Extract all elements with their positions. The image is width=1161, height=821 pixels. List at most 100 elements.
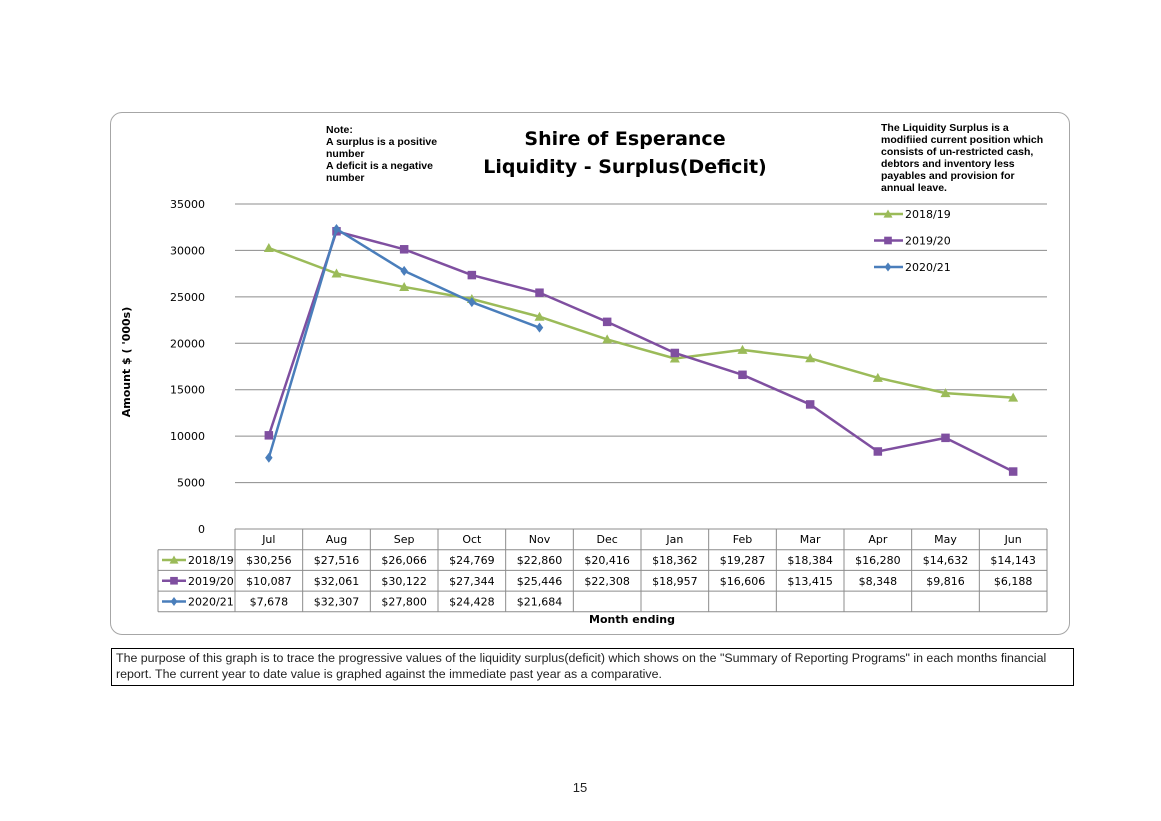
legend-entry: 2020/21 (874, 261, 951, 274)
table-cell-value: $21,684 (517, 595, 563, 608)
table-cell-value: $25,446 (517, 575, 563, 588)
table-cell-value: $27,800 (381, 595, 427, 608)
x-tick-label: Nov (529, 533, 551, 546)
table-cell-value: $24,769 (449, 554, 495, 567)
legend-entry: 2018/19 (874, 208, 951, 221)
surplus-note: Note: A surplus is a positive number A d… (326, 124, 438, 184)
x-tick-label: May (934, 533, 957, 546)
table-cell-value: $10,087 (246, 575, 292, 588)
table-cell-value: $19,287 (720, 554, 766, 567)
data-table: Jul Aug Sep Oct Nov Dec Jan Feb Mar Apr May Jun 2018… (157, 529, 1048, 613)
data-point-square (805, 400, 815, 409)
x-tick-label: Jun (1004, 533, 1022, 546)
data-point-square (535, 288, 544, 297)
data-point-triangle (602, 334, 613, 344)
data-point-triangle (331, 268, 342, 278)
x-tick-label: Oct (462, 533, 482, 546)
series-2020-21 (265, 224, 544, 463)
data-point-triangle (1008, 392, 1019, 402)
data-point-square (670, 348, 680, 358)
data-point-square (1008, 467, 1018, 476)
gridlines (235, 203, 1047, 530)
table-cell-value: $13,415 (787, 575, 833, 588)
data-point-diamond (884, 262, 892, 272)
table-cell-value: $16,606 (720, 575, 766, 588)
x-tick-label: Aug (326, 533, 347, 546)
y-axis-label: Amount $ ( '000s) (120, 307, 133, 418)
table-cell-value: $18,957 (652, 575, 698, 588)
data-point-square (399, 245, 409, 254)
data-point-diamond (400, 265, 408, 276)
x-tick-label: Mar (800, 533, 821, 546)
y-tick-label: 25000 (170, 291, 205, 304)
legend-label: 2019/20 (905, 235, 951, 248)
x-tick-label: Jan (665, 533, 683, 546)
y-tick-label: 20000 (170, 337, 205, 350)
data-point-square (884, 236, 892, 245)
legend-label: 2020/21 (905, 261, 951, 274)
chart-title-line-2: Liquidity - Surplus(Deficit) (483, 156, 767, 178)
y-axis-tick-labels: 0 5000 10000 15000 20000 25000 30000 35000 (170, 198, 205, 536)
table-cell-value: $14,632 (923, 554, 969, 567)
legend-label: 2018/19 (905, 208, 951, 221)
x-axis-label: Month ending (589, 613, 675, 626)
table-series-name: 2018/19 (188, 554, 234, 567)
table-cell-value: $30,122 (381, 575, 427, 588)
table-cell-value: $9,816 (926, 575, 965, 588)
x-tick-label: Feb (733, 533, 752, 546)
data-point-triangle (263, 243, 274, 253)
data-point-square (873, 447, 883, 456)
table-series-name: 2020/21 (188, 595, 234, 608)
chart-frame (110, 112, 1070, 635)
data-point-triangle (883, 209, 893, 218)
data-point-triangle (534, 311, 545, 321)
data-point-square (467, 270, 477, 280)
data-point-square (738, 370, 747, 380)
data-point-diamond (170, 596, 178, 606)
table-cell-value: $22,308 (584, 575, 630, 588)
y-tick-label: 15000 (170, 384, 205, 397)
data-point-triangle (872, 372, 883, 382)
table-cell-value: $30,256 (246, 554, 292, 567)
data-point-square (602, 317, 612, 327)
data-point-triangle (737, 344, 748, 354)
data-point-triangle (669, 353, 680, 363)
table-cell-value: $26,066 (381, 554, 427, 567)
table-cell-value: $8,348 (859, 575, 898, 588)
y-tick-label: 30000 (170, 244, 205, 257)
table-cell-value: $16,280 (855, 554, 901, 567)
legend: 2018/19 2019/20 2020/21 (874, 208, 951, 274)
table-row: 2020/21 $7,678 $32,307 $27,800 $24,428 $21,68… (162, 595, 562, 608)
x-tick-label: Jul (261, 533, 275, 546)
x-tick-label: Dec (597, 533, 618, 546)
y-tick-label: 0 (198, 523, 205, 536)
series-2018-19 (263, 243, 1019, 402)
chart-caption: The purpose of this graph is to trace th… (111, 648, 1074, 686)
table-cell-value: $20,416 (584, 554, 630, 567)
data-point-square (264, 431, 274, 440)
y-tick-label: 5000 (177, 477, 205, 490)
liquidity-definition-note: The Liquidity Surplus is a modifiied cur… (881, 122, 1044, 194)
data-point-square (170, 576, 178, 585)
data-point-diamond (468, 297, 476, 308)
table-row: 2018/19 $30,256 $27,516 $26,066 $24,769 $22,8… (162, 554, 1036, 567)
table-cell-value: $18,384 (787, 554, 833, 567)
table-cell-value: $32,307 (314, 595, 360, 608)
data-point-triangle (940, 388, 951, 398)
series-lines (263, 224, 1019, 476)
page-number: 15 (572, 780, 588, 795)
table-cell-value: $32,061 (314, 575, 360, 588)
y-tick-label: 10000 (170, 430, 205, 443)
table-cell-value: $6,188 (994, 575, 1033, 588)
y-tick-label: 35000 (170, 198, 205, 211)
data-point-diamond (265, 452, 273, 463)
data-point-triangle (805, 353, 816, 363)
table-cell-value: $18,362 (652, 554, 698, 567)
series-line (267, 230, 1014, 473)
data-point-diamond (535, 322, 544, 333)
table-cell-value: $14,143 (990, 554, 1036, 567)
x-tick-label: Apr (868, 533, 888, 546)
data-point-triangle (399, 281, 410, 291)
legend-entry: 2019/20 (874, 235, 951, 248)
data-point-square (941, 433, 950, 443)
